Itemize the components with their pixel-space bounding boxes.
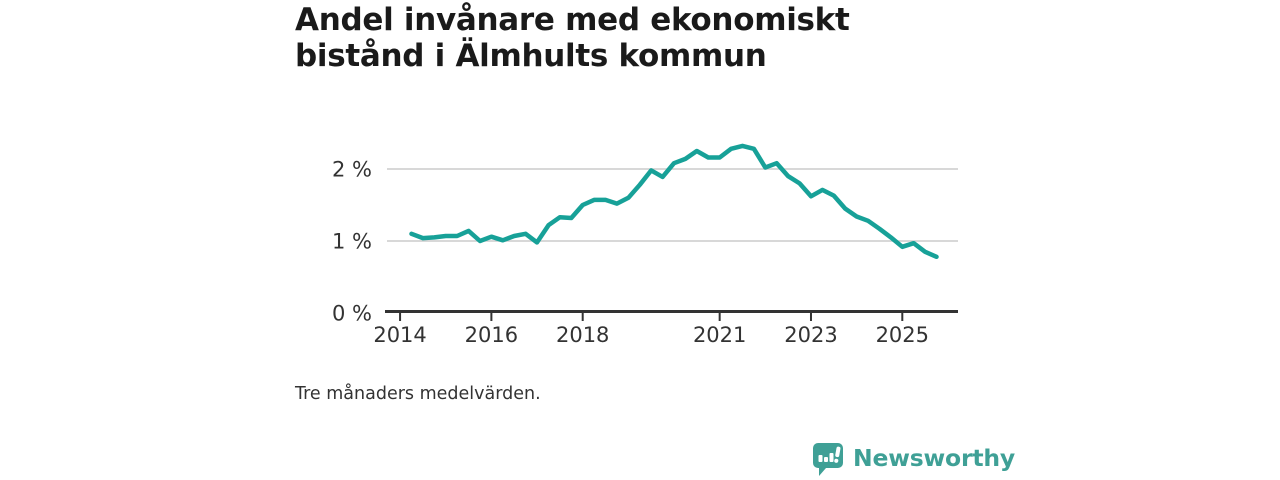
y-tick-label: 2 % — [332, 157, 372, 181]
y-tick-label: 0 % — [332, 302, 372, 326]
plot-area: 0 % 1 % 2 % 2014 2016 2018 2021 2023 2025 — [330, 135, 975, 365]
newsworthy-wordmark: Newsworthy — [853, 444, 1016, 472]
x-tick-label: 2016 — [465, 323, 518, 347]
chart-title-line-2: bistånd i Älmhults kommun — [295, 38, 767, 74]
x-tick-label: 2025 — [876, 323, 929, 347]
x-tick-label: 2018 — [556, 323, 609, 347]
y-tick-label: 1 % — [332, 229, 372, 253]
x-tick-label: 2023 — [784, 323, 837, 347]
newsworthy-logo: Newsworthy — [812, 442, 1015, 478]
chart-footnote: Tre månaders medelvärden. — [295, 384, 541, 404]
line-chart: 0 % 1 % 2 % 2014 2016 2018 2021 2023 2025 — [332, 143, 958, 347]
chart-title: Andel invånare med ekonomiskt bistånd i … — [295, 2, 850, 74]
x-tick-label: 2021 — [693, 323, 746, 347]
newsworthy-logo-icon — [813, 443, 843, 476]
data-line — [409, 143, 939, 260]
x-tick-label: 2014 — [373, 323, 426, 347]
chart-title-line-1: Andel invånare med ekonomiskt — [295, 2, 850, 38]
